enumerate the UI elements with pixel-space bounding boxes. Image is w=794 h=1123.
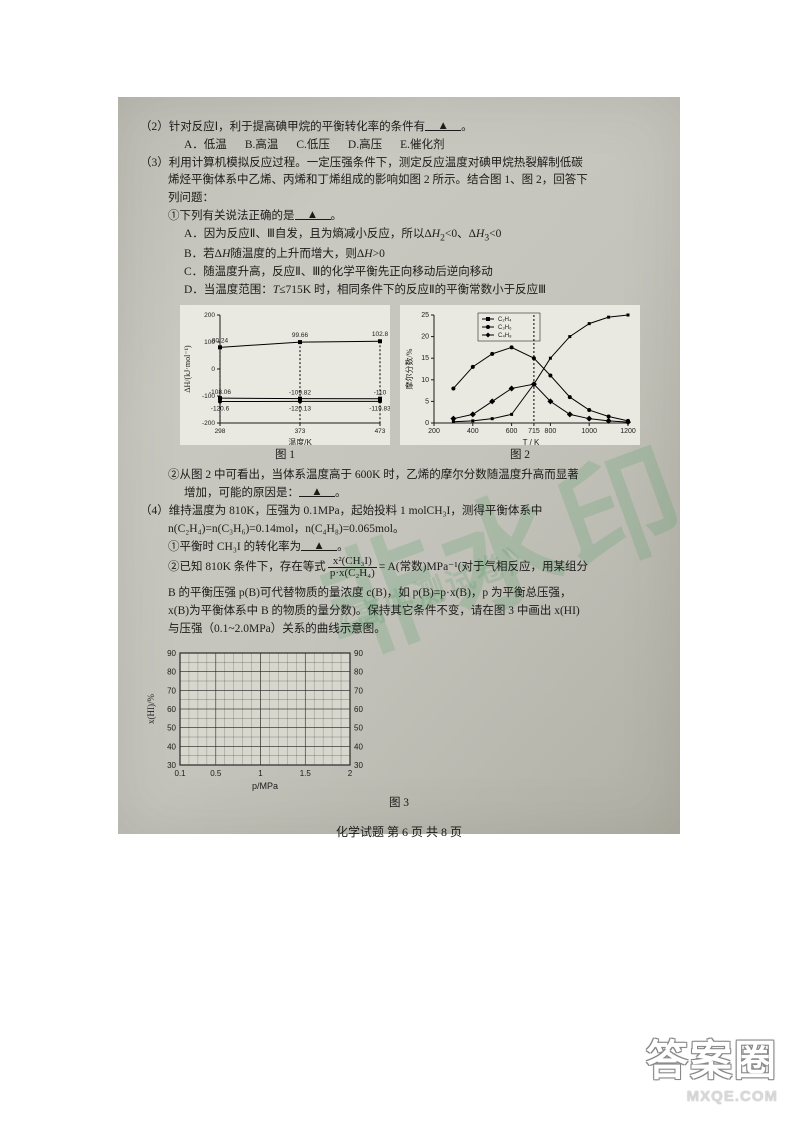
svg-text:C₃H₆: C₃H₆: [498, 325, 512, 331]
q4-stem: （4）维持温度为 810K，压强为 0.1MPa，起始投料 1 molCH₃I，…: [140, 503, 658, 521]
svg-text:373: 373: [295, 428, 306, 435]
svg-text:102.8: 102.8: [372, 332, 389, 339]
svg-text:40: 40: [167, 742, 176, 751]
svg-text:T / K: T / K: [523, 438, 540, 445]
svg-text:ΔH/(kJ·mol⁻¹): ΔH/(kJ·mol⁻¹): [183, 345, 192, 393]
svg-text:C₄H₈: C₄H₈: [498, 333, 512, 339]
q4-p2e: 与压强（0.1~2.0MPa）关系的曲线示意图。: [168, 621, 658, 639]
q4-p2: ②已知 810K 条件下，存在等式 x²(CH₃I)p·x(C₂H₄) = A(…: [168, 556, 658, 579]
svg-text:15: 15: [421, 356, 429, 363]
figure-2: 0 5 10 15 20 25 200 400 600 715 800 1000 1200 C₂H₄ C₃H…: [400, 305, 640, 465]
svg-text:1200: 1200: [620, 428, 636, 435]
svg-text:200: 200: [204, 312, 215, 319]
svg-text:60: 60: [354, 705, 363, 714]
q3-p1-b: B．若ΔH随温度的上升而增大，则ΔH>0: [184, 246, 658, 264]
svg-text:1.5: 1.5: [300, 769, 312, 778]
q3-p2b: 增加，可能的原因是：▲。: [184, 485, 658, 503]
svg-text:温度/K: 温度/K: [288, 437, 312, 445]
svg-text:-119.83: -119.83: [369, 406, 390, 413]
svg-text:0: 0: [211, 366, 215, 373]
svg-text:80: 80: [167, 667, 176, 676]
q3-p1-a: A．因为反应Ⅱ、Ⅲ自发，且为熵减小反应，所以ΔH2<0、ΔH3<0: [184, 226, 658, 246]
svg-text:2: 2: [348, 769, 353, 778]
svg-text:1: 1: [258, 769, 263, 778]
svg-text:400: 400: [467, 428, 479, 435]
svg-text:80: 80: [354, 667, 363, 676]
q3-stem2: 烯烃平衡体系中乙烯、丙烯和丁烯组成的影响如图 2 所示。结合图 1、图 2，回答…: [168, 172, 658, 190]
svg-text:90: 90: [354, 649, 363, 658]
svg-text:10: 10: [421, 377, 429, 384]
q3-p1-d: D．当温度范围：T≤715K 时，相同条件下的反应Ⅱ的平衡常数小于反应Ⅲ: [184, 282, 658, 300]
svg-text:20: 20: [421, 334, 429, 341]
svg-text:70: 70: [354, 686, 363, 695]
svg-text:473: 473: [375, 428, 386, 435]
q3-stem: （3）利用计算机模拟反应过程。一定压强条件下，测定反应温度对碘甲烷热裂解制低碳: [140, 155, 658, 173]
svg-text:1000: 1000: [581, 428, 597, 435]
svg-text:600: 600: [506, 428, 518, 435]
q4-eq: n(C₂H₄)=n(C₃H₆)=0.14mol，n(C₄H₈)=0.065mol…: [168, 521, 658, 539]
svg-text:60: 60: [167, 705, 176, 714]
svg-text:90: 90: [167, 649, 176, 658]
q3-stem3: 列问题：: [168, 190, 658, 208]
svg-text:70: 70: [167, 686, 176, 695]
svg-text:-110: -110: [374, 390, 387, 397]
figure-3: 30304040505060607070808090900.10.511.52p…: [140, 643, 658, 813]
svg-text:-108.06: -108.06: [209, 390, 231, 397]
q4-p2c: B 的平衡压强 p(B)可代替物质的量浓度 c(B)，如 p(B)=p·x(B)…: [168, 585, 658, 603]
svg-text:50: 50: [167, 723, 176, 732]
page-footer: 化学试题 第 6 页 共 8 页: [140, 823, 658, 842]
svg-text:0.5: 0.5: [210, 769, 222, 778]
svg-text:800: 800: [545, 428, 557, 435]
svg-text:30: 30: [354, 761, 363, 770]
svg-text:0: 0: [425, 420, 429, 427]
q3-p2: ②从图 2 中可看出，当体系温度高于 600K 时，乙烯的摩尔分数随温度升高而显…: [168, 467, 658, 485]
svg-text:-120.6: -120.6: [211, 406, 230, 413]
exam-content: （2）针对反应Ⅰ，利于提高碘甲烷的平衡转化率的条件有▲。 A．低温B.高温C.低…: [118, 97, 680, 834]
q3-p1: ①下列有关说法正确的是▲。: [168, 208, 658, 226]
svg-text:298: 298: [215, 428, 226, 435]
svg-text:25: 25: [421, 312, 429, 319]
svg-text:50: 50: [354, 723, 363, 732]
q2-stem: （2）针对反应Ⅰ，利于提高碘甲烷的平衡转化率的条件有▲。: [140, 119, 658, 137]
svg-text:-109.82: -109.82: [289, 390, 311, 397]
svg-text:摩尔分数/%: 摩尔分数/%: [404, 349, 414, 390]
q4-p2d: x(B)为平衡体系中 B 的物质的量分数)。保持其它条件不变，请在图 3 中画出…: [168, 603, 658, 621]
q4-p1: ①平衡时 CH₃I 的转化率为▲。: [168, 539, 658, 557]
svg-text:5: 5: [425, 399, 429, 406]
svg-text:715: 715: [528, 428, 540, 435]
svg-text:0.1: 0.1: [174, 769, 186, 778]
svg-text:200: 200: [428, 428, 440, 435]
svg-text:80.24: 80.24: [212, 338, 229, 345]
q2-options: A．低温B.高温C.低压D.高压E.催化剂: [184, 137, 658, 155]
svg-text:40: 40: [354, 742, 363, 751]
q3-p1-c: C．随温度升高，反应Ⅱ、Ⅲ的化学平衡先正向移动后逆向移动: [184, 264, 658, 282]
svg-text:-120.13: -120.13: [289, 406, 311, 413]
figure-1: -200-100010020029837347380.2499.66102.8-…: [180, 305, 390, 465]
svg-text:-200: -200: [202, 420, 215, 427]
brand-watermark: 答案圈 MXQE.COM: [646, 1027, 778, 1105]
svg-text:99.66: 99.66: [292, 333, 309, 340]
svg-text:p/MPa: p/MPa: [252, 781, 278, 791]
svg-text:x(HI)/%: x(HI)/%: [146, 693, 156, 723]
svg-text:C₂H₄: C₂H₄: [498, 317, 512, 323]
